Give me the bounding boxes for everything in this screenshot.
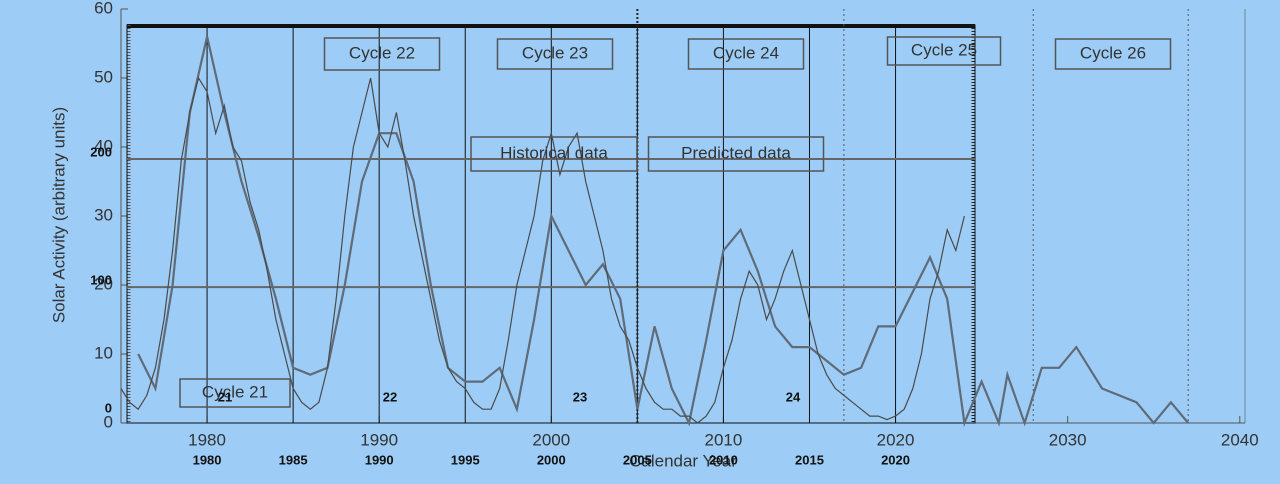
annotation: 22 (383, 389, 397, 404)
overlay-y-label: 100 (90, 273, 112, 288)
x-tick-label: 2010 (705, 430, 743, 449)
x-axis-label: Calendar Year (629, 451, 737, 470)
annotation: 21 (218, 389, 232, 404)
annotation-box (647, 136, 825, 172)
annotation-box (1054, 38, 1172, 70)
x-tick-label: 2040 (1221, 430, 1259, 449)
annotation-box (179, 378, 291, 408)
annotation: Cycle 24 (713, 43, 779, 62)
y-axis-label: Solar Activity (arbitrary units) (49, 107, 68, 323)
annotation: 23 (573, 389, 587, 404)
annotation: Cycle 25 (911, 40, 977, 59)
annotation-box (687, 38, 805, 70)
annotation: Predicted data (681, 143, 791, 162)
series-line (120, 76, 965, 424)
overlay-x-label: 2005 (623, 452, 652, 467)
x-tick-label: 2020 (877, 430, 915, 449)
overlay-x-label: 1980 (193, 452, 222, 467)
series-line (137, 36, 1190, 428)
overlay-y-label: 200 (90, 144, 112, 159)
y-tick-label: 0 (104, 412, 113, 431)
annotation-box (496, 38, 614, 70)
overlay-x-label: 2015 (795, 452, 824, 467)
y-tick-label: 20 (94, 274, 113, 293)
x-tick-label: 2030 (1049, 430, 1087, 449)
overlay-y-label: 0 (105, 401, 112, 416)
y-tick-label: 60 (94, 0, 113, 17)
overlay-x-label: 2000 (537, 452, 566, 467)
overlay-x-label: 1990 (365, 452, 394, 467)
annotation: Historical data (500, 143, 608, 162)
annotation: 24 (786, 389, 801, 404)
x-tick-label: 2000 (532, 430, 570, 449)
x-tick-label: 1980 (188, 430, 226, 449)
x-tick-label: 1990 (360, 430, 398, 449)
annotation: Cycle 22 (349, 43, 415, 62)
y-tick-label: 30 (94, 205, 113, 224)
overlay-x-label: 2020 (881, 452, 910, 467)
y-tick-label: 40 (94, 136, 113, 155)
annotation: Cycle 21 (202, 382, 268, 401)
overlay-x-label: 1995 (451, 452, 480, 467)
overlay-x-label: 1985 (279, 452, 308, 467)
annotation: Cycle 26 (1080, 43, 1146, 62)
y-tick-label: 50 (94, 67, 113, 86)
annotation-box (323, 37, 441, 71)
annotation: Cycle 23 (522, 43, 588, 62)
annotation-box (470, 136, 638, 172)
annotation-box (886, 36, 1002, 66)
y-tick-label: 10 (94, 343, 113, 362)
overlay-x-label: 2010 (709, 452, 738, 467)
